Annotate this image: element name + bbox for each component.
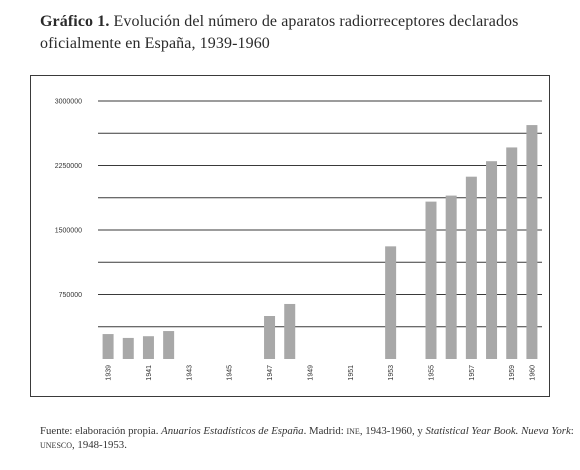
x-tick-label: 1941: [146, 365, 153, 381]
x-tick-label: 1943: [186, 365, 193, 381]
bar: [284, 303, 296, 359]
bar: [122, 337, 134, 359]
source-note: Fuente: elaboración propia. Anuarios Est…: [40, 424, 575, 452]
chart-frame: [30, 75, 550, 397]
y-tick-label: 1500000: [55, 228, 82, 235]
x-tick-label: 1960: [529, 365, 536, 381]
bar: [506, 147, 518, 359]
bar: [102, 334, 114, 359]
x-tick-label: 1939: [106, 365, 113, 381]
bar: [445, 195, 457, 359]
bar: [465, 176, 477, 359]
bar-chart: 750000 1500000 2250000 3000000 1939 1941 1943 1…: [55, 99, 542, 381]
x-tick-label: 1945: [227, 365, 234, 381]
chart-title-text: Evolución del número de aparatos radiorr…: [40, 13, 519, 52]
y-tick-label: 750000: [59, 292, 82, 299]
source-ine: ine: [346, 425, 360, 437]
source-text-3: , 1943-1960, y: [359, 425, 426, 437]
source-text-5: , 1948-1953.: [72, 439, 127, 451]
x-tick-label: 1953: [388, 365, 395, 381]
source-title-statistical: Statistical Year Book. Nueva York: [425, 425, 571, 437]
chart-title-number: Gráfico 1.: [40, 13, 110, 30]
x-tick-label: 1955: [429, 365, 436, 381]
bar: [163, 331, 175, 359]
y-tick-label: 2250000: [55, 163, 82, 170]
x-tick-label: 1949: [307, 365, 314, 381]
bar: [526, 125, 538, 359]
bar: [264, 316, 276, 359]
y-tick-label: 3000000: [55, 99, 82, 106]
x-tick-label: 1959: [509, 365, 516, 381]
source-title-anuarios: Anuarios Estadísticos de España: [161, 425, 304, 437]
x-tick-label: 1947: [267, 365, 274, 381]
chart-title: Gráfico 1. Evolución del número de apara…: [40, 11, 560, 55]
source-unesco: unesco: [40, 439, 73, 451]
x-tick-label: 1957: [469, 365, 476, 381]
bar: [385, 246, 397, 359]
x-tick-label: 1951: [348, 365, 355, 381]
bar: [486, 161, 498, 359]
bar: [142, 336, 154, 359]
bar: [425, 201, 437, 359]
source-text-2: . Madrid:: [303, 425, 347, 437]
source-text-1: Fuente: elaboración propia.: [40, 425, 162, 437]
source-text-4: :: [570, 425, 574, 437]
